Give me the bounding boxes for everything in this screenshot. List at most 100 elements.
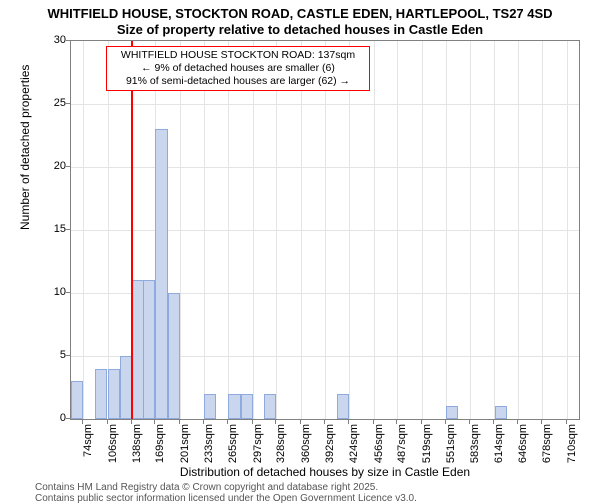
gridline-vertical <box>276 41 277 419</box>
y-tick-label: 15 <box>26 223 66 235</box>
gridline-vertical <box>83 41 84 419</box>
x-tick-label: 519sqm <box>421 424 433 484</box>
gridline-vertical <box>397 41 398 419</box>
histogram-bar <box>71 381 83 419</box>
chart-title-sub: Size of property relative to detached ho… <box>0 22 600 37</box>
histogram-bar <box>264 394 276 419</box>
gridline-vertical <box>349 41 350 419</box>
histogram-bar <box>168 293 180 419</box>
y-tick-mark <box>66 40 70 41</box>
chart-container: WHITFIELD HOUSE, STOCKTON ROAD, CASTLE E… <box>0 0 600 500</box>
histogram-bar <box>120 356 132 419</box>
gridline-vertical <box>567 41 568 419</box>
histogram-bar <box>495 406 507 419</box>
gridline-vertical <box>422 41 423 419</box>
marker-line <box>131 41 133 419</box>
histogram-bar <box>132 280 144 419</box>
x-tick-label: 710sqm <box>566 424 578 484</box>
x-tick-label: 678sqm <box>541 424 553 484</box>
footer-line2: Contains public sector information licen… <box>35 493 417 504</box>
y-tick-label: 5 <box>26 349 66 361</box>
x-tick-label: 392sqm <box>324 424 336 484</box>
x-tick-label: 456sqm <box>373 424 385 484</box>
x-tick-mark <box>396 420 397 424</box>
y-tick-label: 10 <box>26 286 66 298</box>
x-tick-mark <box>517 420 518 424</box>
gridline-vertical <box>204 41 205 419</box>
histogram-bar <box>446 406 458 419</box>
histogram-bar <box>143 280 155 419</box>
annotation-line2: ← 9% of detached houses are smaller (6) <box>113 62 363 75</box>
y-axis-label: Number of detached properties <box>18 65 32 230</box>
gridline-vertical <box>470 41 471 419</box>
y-tick-label: 20 <box>26 160 66 172</box>
x-tick-mark <box>203 420 204 424</box>
x-tick-label: 328sqm <box>275 424 287 484</box>
y-tick-label: 30 <box>26 34 66 46</box>
histogram-bar <box>337 394 349 419</box>
x-tick-label: 424sqm <box>348 424 360 484</box>
x-tick-mark <box>541 420 542 424</box>
gridline-vertical <box>301 41 302 419</box>
x-tick-label: 265sqm <box>227 424 239 484</box>
gridline-vertical <box>108 41 109 419</box>
x-tick-label: 360sqm <box>300 424 312 484</box>
gridline-vertical <box>542 41 543 419</box>
y-tick-mark <box>66 292 70 293</box>
gridline-vertical <box>374 41 375 419</box>
x-tick-mark <box>227 420 228 424</box>
gridline-vertical <box>180 41 181 419</box>
x-tick-label: 487sqm <box>396 424 408 484</box>
x-tick-label: 551sqm <box>445 424 457 484</box>
x-tick-mark <box>493 420 494 424</box>
y-tick-mark <box>66 229 70 230</box>
x-tick-label: 614sqm <box>493 424 505 484</box>
x-tick-mark <box>82 420 83 424</box>
x-tick-mark <box>373 420 374 424</box>
y-tick-mark <box>66 103 70 104</box>
x-tick-mark <box>324 420 325 424</box>
x-tick-label: 169sqm <box>154 424 166 484</box>
x-tick-label: 201sqm <box>179 424 191 484</box>
x-tick-mark <box>252 420 253 424</box>
x-tick-label: 583sqm <box>469 424 481 484</box>
x-tick-label: 646sqm <box>517 424 529 484</box>
x-tick-mark <box>421 420 422 424</box>
histogram-bar <box>95 369 107 419</box>
gridline-vertical <box>494 41 495 419</box>
y-tick-mark <box>66 355 70 356</box>
annotation-line3: 91% of semi-detached houses are larger (… <box>113 75 363 88</box>
histogram-bar <box>204 394 216 419</box>
plot-area <box>70 40 580 420</box>
x-tick-mark <box>469 420 470 424</box>
histogram-bar <box>155 129 167 419</box>
gridline-vertical <box>253 41 254 419</box>
x-tick-mark <box>154 420 155 424</box>
y-tick-mark <box>66 166 70 167</box>
annotation-line1: WHITFIELD HOUSE STOCKTON ROAD: 137sqm <box>113 49 363 62</box>
x-tick-mark <box>566 420 567 424</box>
x-tick-label: 138sqm <box>131 424 143 484</box>
y-tick-label: 25 <box>26 97 66 109</box>
x-tick-mark <box>179 420 180 424</box>
x-tick-mark <box>300 420 301 424</box>
x-tick-mark <box>348 420 349 424</box>
x-tick-label: 74sqm <box>82 424 94 484</box>
gridline-vertical <box>228 41 229 419</box>
histogram-bar <box>108 369 120 419</box>
histogram-bar <box>241 394 253 419</box>
y-tick-label: 0 <box>26 412 66 424</box>
x-tick-mark <box>275 420 276 424</box>
x-tick-label: 233sqm <box>203 424 215 484</box>
y-tick-mark <box>66 418 70 419</box>
annotation-box: WHITFIELD HOUSE STOCKTON ROAD: 137sqm ← … <box>106 46 370 91</box>
gridline-vertical <box>446 41 447 419</box>
x-tick-mark <box>445 420 446 424</box>
x-tick-label: 106sqm <box>107 424 119 484</box>
histogram-bar <box>228 394 240 419</box>
chart-title-main: WHITFIELD HOUSE, STOCKTON ROAD, CASTLE E… <box>0 6 600 21</box>
x-tick-mark <box>107 420 108 424</box>
gridline-vertical <box>325 41 326 419</box>
gridline-vertical <box>518 41 519 419</box>
x-tick-mark <box>131 420 132 424</box>
